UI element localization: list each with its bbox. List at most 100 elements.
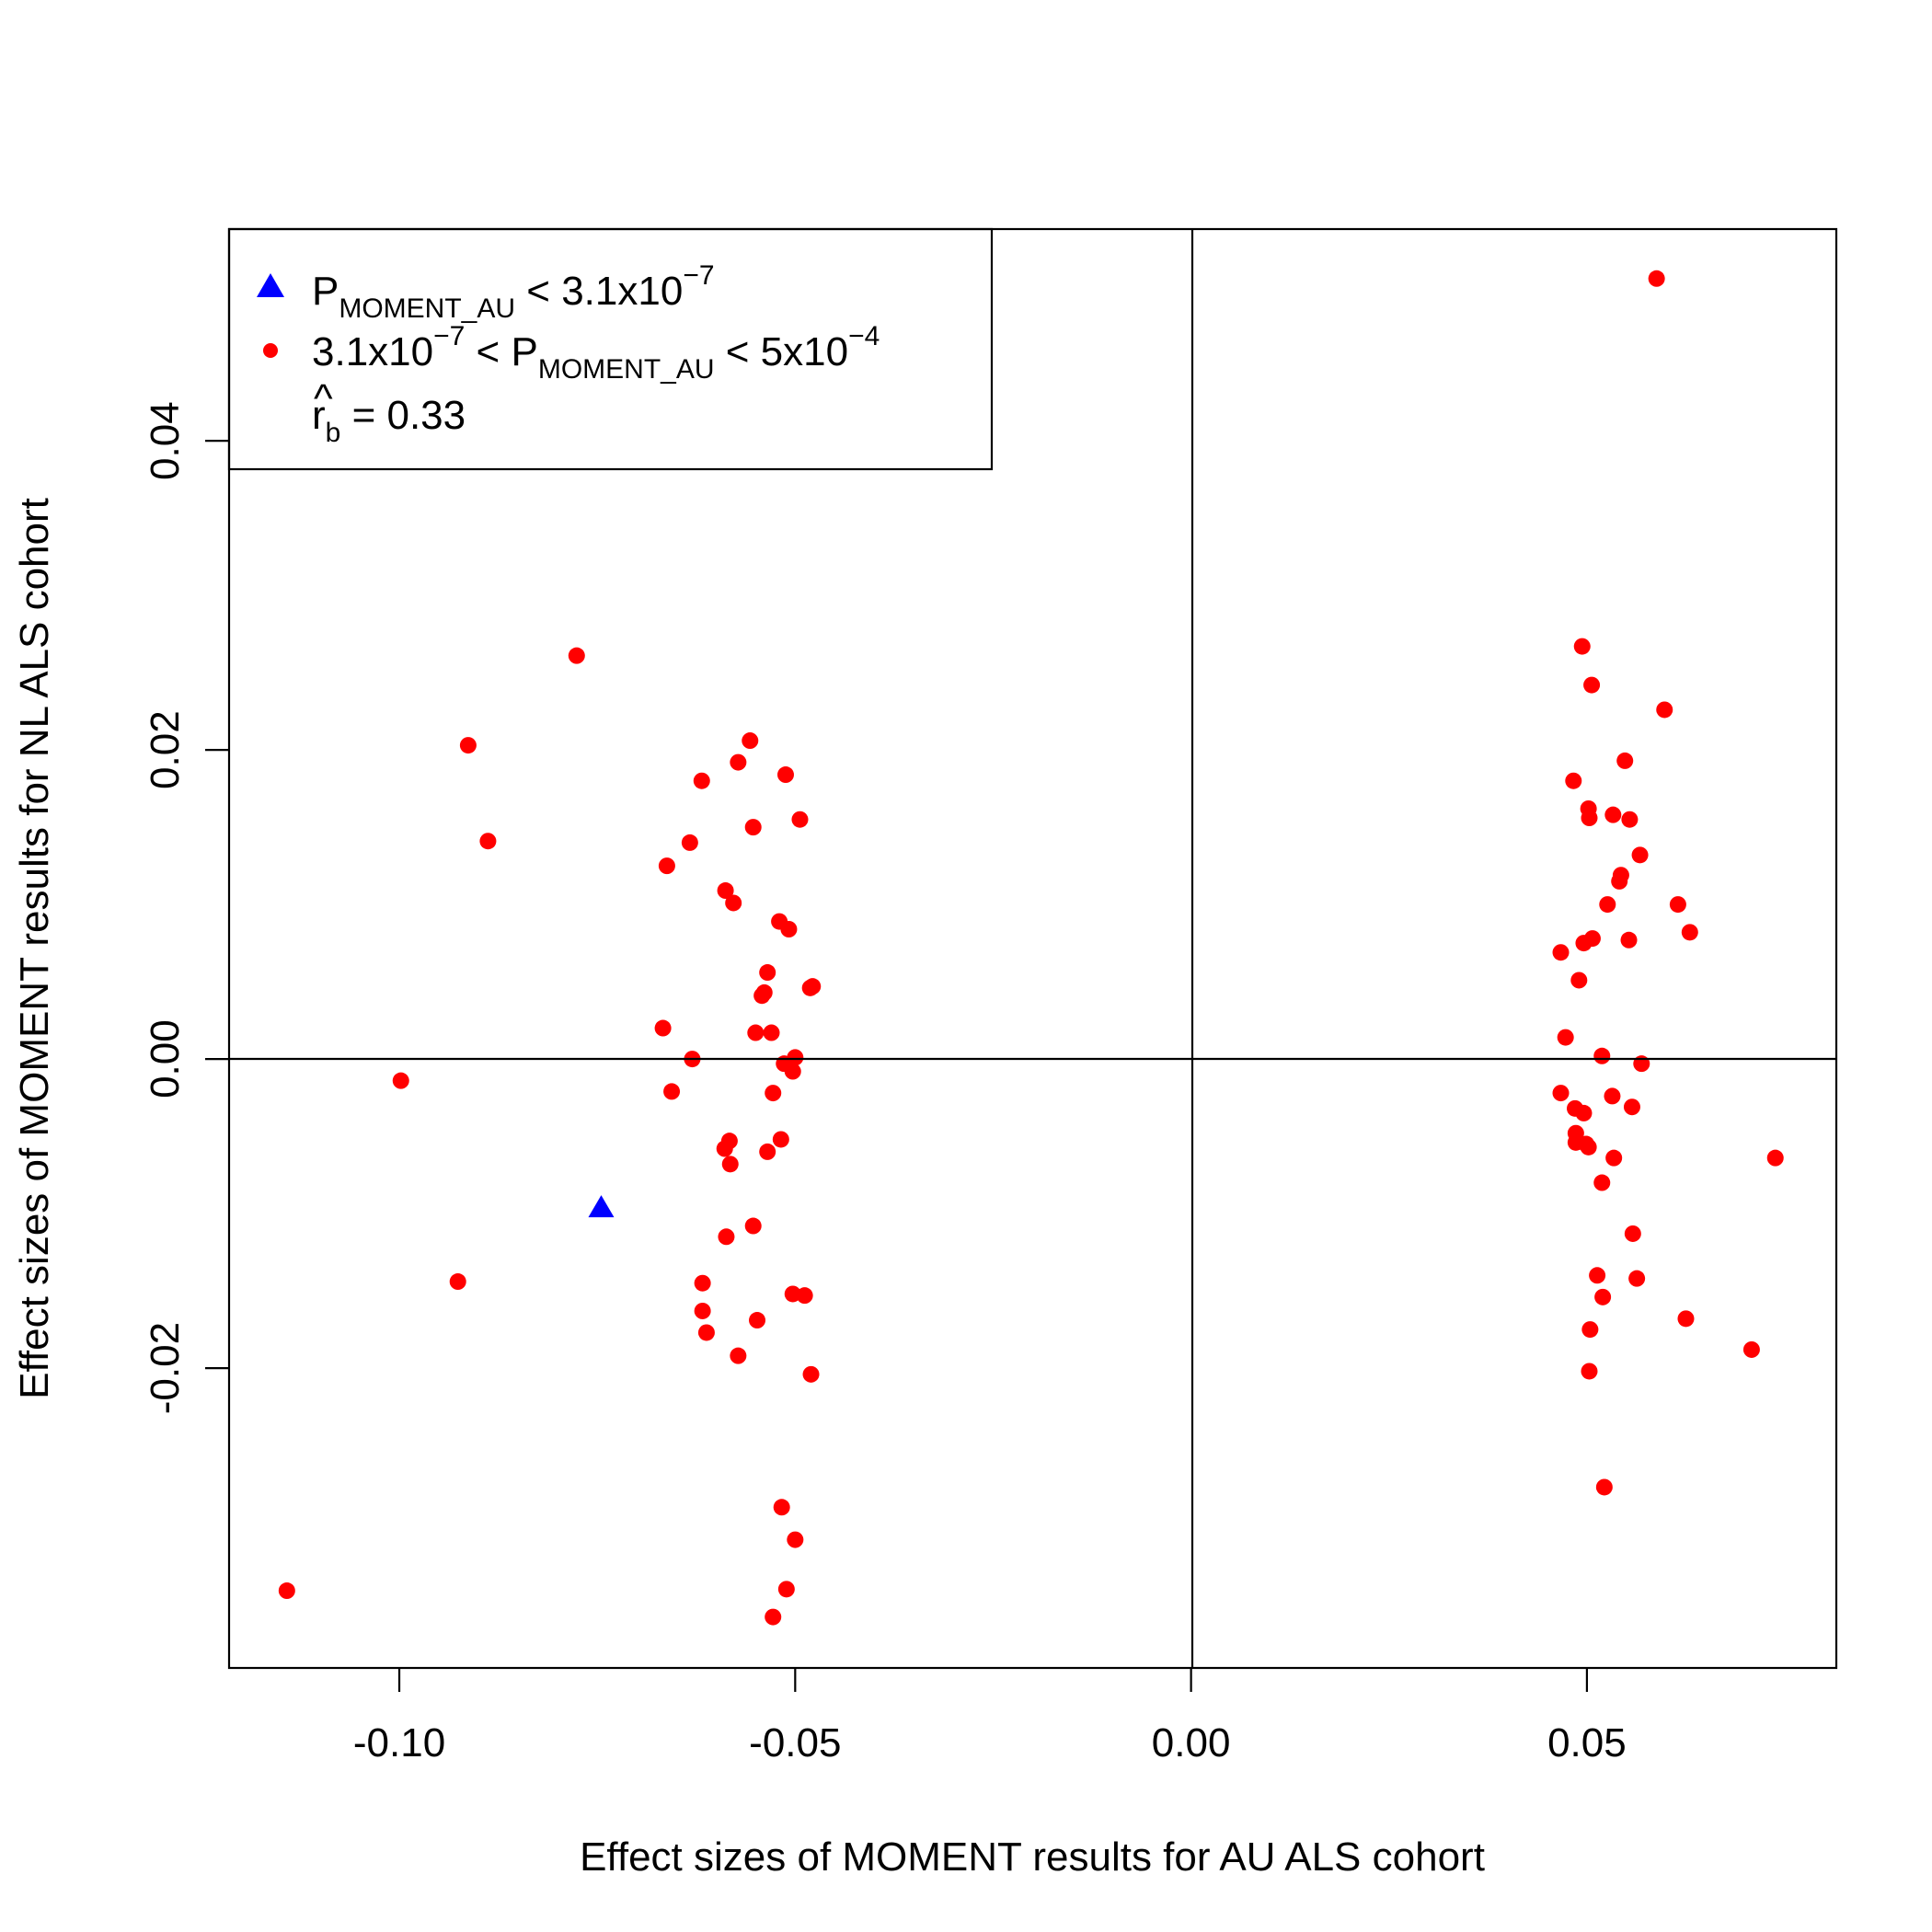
data-point — [278, 1582, 295, 1600]
data-point — [1681, 924, 1698, 941]
legend-entry-2-sub: MOMENT_AU — [538, 354, 715, 385]
data-point — [1580, 1138, 1597, 1156]
data-point — [1583, 930, 1601, 948]
legend-entry-significant: PMOMENT_AU < 3.1x10−7 — [312, 260, 715, 324]
data-point — [730, 1347, 747, 1364]
data-point — [1621, 811, 1639, 828]
data-point — [658, 857, 675, 875]
data-point — [1565, 772, 1582, 789]
data-point — [718, 1228, 735, 1246]
data-point — [1581, 1321, 1599, 1339]
legend-entry-1-main: P — [312, 269, 339, 314]
data-point — [802, 1365, 820, 1383]
data-point — [1575, 1104, 1593, 1121]
data-point — [449, 1273, 466, 1291]
data-point — [755, 983, 773, 1001]
data-point — [1552, 944, 1570, 961]
data-point — [717, 882, 734, 900]
data-point — [1594, 1288, 1612, 1305]
data-point — [765, 1608, 782, 1626]
data-point-triangle — [588, 1195, 615, 1218]
data-point — [787, 1531, 804, 1548]
legend-entry-1-sub: MOMENT_AU — [339, 293, 515, 324]
data-point — [1605, 1149, 1623, 1167]
data-point — [780, 921, 798, 938]
data-point — [791, 811, 809, 828]
x-tick-label: 0.00 — [1152, 1720, 1231, 1765]
data-point — [749, 1312, 766, 1329]
data-point — [1581, 1363, 1598, 1380]
data-point — [697, 1324, 715, 1341]
data-point — [784, 1063, 801, 1080]
data-point — [777, 1581, 795, 1598]
data-point — [1612, 867, 1629, 884]
data-point — [721, 1156, 739, 1173]
data-point — [694, 1302, 711, 1319]
data-point — [1677, 1310, 1695, 1328]
plot-frame — [227, 227, 1838, 1670]
data-point — [568, 647, 585, 664]
data-point — [1766, 1149, 1784, 1167]
data-point — [1604, 1087, 1621, 1105]
data-point — [392, 1072, 409, 1089]
data-point — [1616, 752, 1634, 769]
data-point — [459, 737, 477, 754]
legend-entry-2-rest: < 5x10 — [715, 329, 849, 374]
y-tick-label: 0.00 — [143, 1019, 188, 1098]
data-point — [720, 1133, 738, 1150]
data-point — [776, 766, 794, 784]
data-point — [479, 833, 497, 850]
legend-triangle-marker — [257, 273, 284, 297]
data-point — [663, 1083, 681, 1100]
x-axis-title: Effect sizes of MOMENT results for AU AL… — [580, 1834, 1485, 1880]
data-point — [1589, 1267, 1606, 1284]
axes-layer: -0.10 -0.05 0.00 0.05 -0.02 0.00 0.02 0.04 — [143, 401, 1627, 1765]
data-point — [1633, 1055, 1650, 1073]
x-tick-label: -0.10 — [353, 1720, 445, 1765]
data-point — [742, 732, 759, 750]
data-point — [763, 1024, 780, 1041]
data-point — [1570, 972, 1588, 989]
y-axis-title: Effect sizes of MOMENT results for NL AL… — [12, 498, 57, 1399]
data-point — [804, 978, 822, 995]
legend-entry-3-rest: = 0.33 — [340, 393, 466, 438]
data-point — [725, 894, 742, 912]
legend-hat-symbol: ^ — [314, 376, 333, 421]
x-tick-label: 0.05 — [1547, 1720, 1627, 1765]
data-point — [765, 1085, 782, 1102]
data-point — [730, 753, 747, 771]
legend-entry-1-sup: −7 — [683, 260, 714, 291]
data-point — [1593, 1174, 1611, 1191]
data-point — [1593, 1047, 1611, 1064]
data-point — [1599, 896, 1616, 914]
data-point — [1631, 846, 1649, 864]
data-point — [759, 1143, 776, 1160]
legend-entry-3-main: r — [312, 393, 326, 438]
data-point — [1656, 701, 1673, 719]
legend-entry-2-mid: < P — [465, 329, 538, 374]
legend-entry-2-pre: 3.1x10 — [312, 329, 433, 374]
data-point — [1552, 1085, 1570, 1102]
data-point — [694, 1274, 711, 1292]
legend: PMOMENT_AU < 3.1x10−7 3.1x10−7 < PMOMENT… — [227, 227, 994, 471]
data-point — [796, 1287, 813, 1305]
data-point — [772, 1131, 789, 1148]
points-layer — [278, 270, 1784, 1626]
y-tick-label: -0.02 — [143, 1322, 188, 1414]
data-point — [1557, 1029, 1574, 1046]
data-point — [1581, 810, 1598, 827]
data-point — [1620, 931, 1638, 949]
legend-entry-correlation: rb = 0.33 — [312, 393, 466, 448]
data-point — [787, 1049, 804, 1066]
data-point — [693, 772, 710, 789]
data-point — [1742, 1340, 1760, 1358]
data-point — [1628, 1270, 1646, 1287]
data-point — [1583, 676, 1601, 694]
data-point — [1648, 270, 1665, 287]
data-point — [654, 1019, 672, 1037]
data-point — [1623, 1098, 1640, 1116]
y-tick-label: 0.02 — [143, 710, 188, 789]
data-point — [1669, 896, 1686, 914]
data-point — [1573, 638, 1591, 655]
